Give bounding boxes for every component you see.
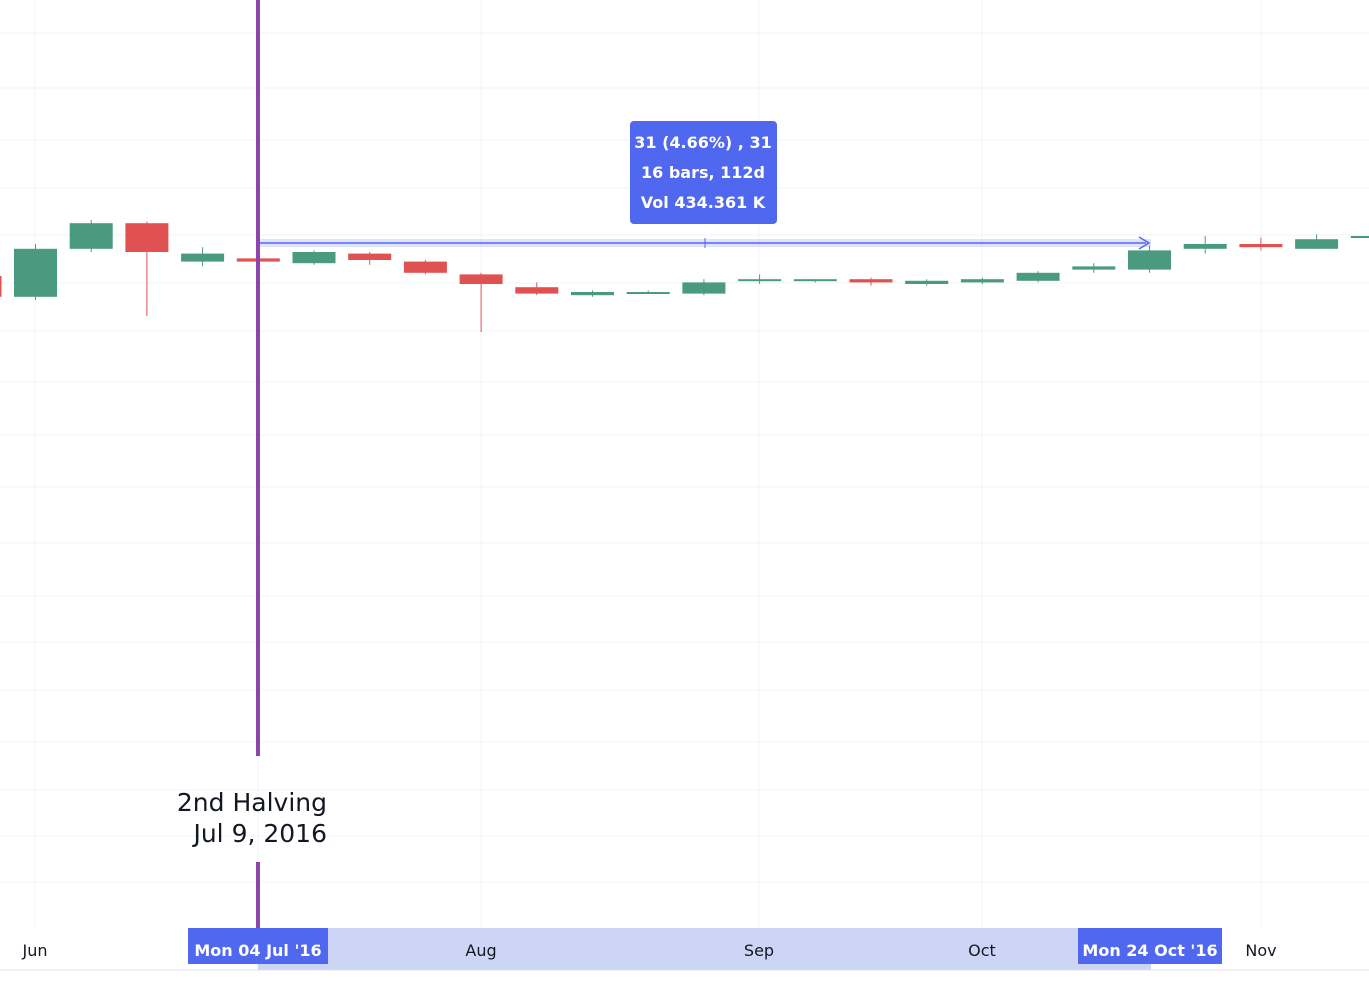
candle[interactable] — [14, 244, 57, 300]
candle[interactable] — [1350, 236, 1369, 238]
candle[interactable] — [682, 279, 726, 296]
candle[interactable] — [626, 290, 670, 294]
candle[interactable] — [849, 277, 893, 286]
range-start-badge — [188, 928, 328, 964]
x-tick-jun: Jun — [22, 941, 48, 960]
x-tick-nov: Nov — [1245, 941, 1276, 960]
candle-body — [793, 279, 837, 282]
candle-body — [403, 261, 447, 273]
candle[interactable] — [1128, 245, 1171, 273]
time-axis[interactable]: Jun Aug Sep Oct Nov Mon 04 Jul '16 Mon 2… — [0, 928, 1369, 971]
candle[interactable] — [571, 290, 614, 297]
candle[interactable] — [459, 272, 503, 332]
candle-body — [292, 252, 336, 264]
candle[interactable] — [1295, 234, 1339, 249]
candle[interactable] — [348, 252, 392, 265]
range-end-badge — [1078, 928, 1222, 964]
candle-body — [1350, 236, 1369, 238]
candle-body — [125, 223, 169, 252]
candle[interactable] — [125, 221, 169, 316]
candle[interactable] — [960, 277, 1004, 284]
x-tick-oct: Oct — [968, 941, 996, 960]
candle-body — [69, 223, 113, 249]
candle-body — [348, 253, 392, 260]
measure-change: 31 (4.66%) , 31 — [634, 133, 771, 152]
candle[interactable] — [1072, 263, 1116, 273]
candle[interactable] — [292, 250, 336, 265]
candle[interactable] — [0, 263, 2, 308]
candle[interactable] — [738, 274, 782, 284]
candle-body — [1128, 250, 1171, 270]
halving-label-date: Jul 9, 2016 — [191, 819, 327, 848]
candle-body — [1183, 244, 1227, 249]
candles-layer — [0, 220, 1369, 332]
halving-label-title: 2nd Halving — [177, 788, 327, 817]
x-tick-aug: Aug — [465, 941, 496, 960]
candle[interactable] — [1016, 271, 1060, 283]
chart-grid — [0, 0, 1369, 928]
halving-marker[interactable]: 2nd Halving Jul 9, 2016 — [177, 0, 327, 930]
candle[interactable] — [69, 220, 113, 252]
candle-body — [738, 279, 782, 282]
measure-bars: 16 bars, 112d — [641, 163, 765, 182]
candle-body — [14, 248, 57, 297]
candle-body — [459, 274, 503, 284]
candle[interactable] — [181, 247, 225, 267]
candle-body — [682, 282, 726, 294]
candle-body — [849, 279, 893, 283]
candle-body — [0, 276, 2, 297]
measure-arrow-icon — [1138, 236, 1151, 250]
measure-tooltip — [630, 121, 777, 224]
candle-body — [626, 292, 670, 294]
candle-body — [960, 279, 1004, 283]
x-tick-sep: Sep — [744, 941, 774, 960]
candle-body — [905, 280, 949, 284]
candle[interactable] — [403, 260, 447, 275]
candle[interactable] — [515, 282, 559, 296]
candle[interactable] — [793, 279, 837, 283]
candle[interactable] — [1183, 236, 1227, 254]
candle-body — [1016, 272, 1060, 281]
candle[interactable] — [905, 279, 949, 286]
measure-tool[interactable]: 31 (4.66%) , 31 16 bars, 112d Vol 434.36… — [258, 121, 1151, 250]
candle-body — [1072, 266, 1116, 270]
candle-body — [181, 253, 225, 262]
range-end-label: Mon 24 Oct '16 — [1082, 941, 1217, 960]
candle-body — [571, 292, 614, 296]
candle-body — [515, 287, 559, 294]
measure-range-band — [258, 928, 1151, 970]
candle-body — [1295, 239, 1339, 249]
candle-body — [1239, 244, 1283, 248]
candle[interactable] — [1239, 237, 1283, 251]
range-start-label: Mon 04 Jul '16 — [194, 941, 321, 960]
measure-volume: Vol 434.361 K — [641, 193, 766, 212]
